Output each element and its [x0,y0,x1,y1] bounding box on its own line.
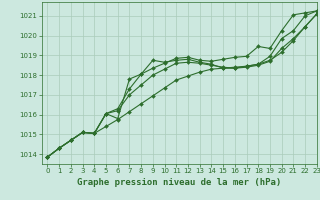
X-axis label: Graphe pression niveau de la mer (hPa): Graphe pression niveau de la mer (hPa) [77,178,281,187]
